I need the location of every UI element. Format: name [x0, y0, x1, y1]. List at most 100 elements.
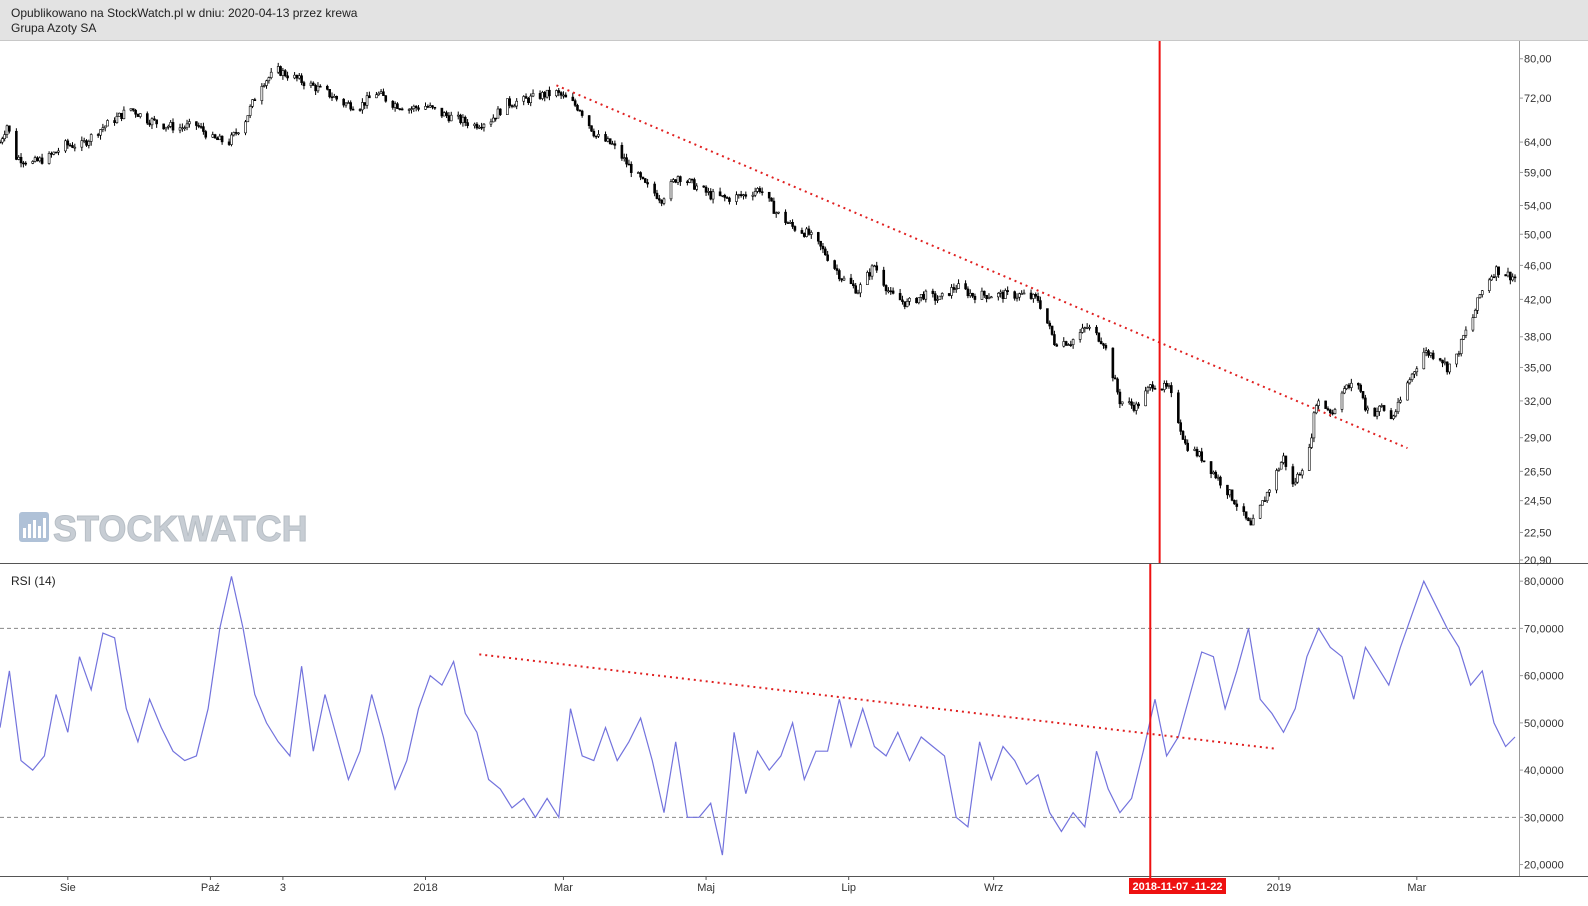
- candle-body: [898, 293, 902, 301]
- candle-body: [1130, 401, 1133, 406]
- date-markers: [1149, 41, 1161, 878]
- candle-body: [952, 287, 956, 290]
- x-tick-label: 2019: [1267, 882, 1291, 894]
- candle-body: [1427, 350, 1430, 356]
- candle-body: [1263, 500, 1267, 502]
- candle-body: [1148, 384, 1152, 388]
- candle-body: [412, 105, 416, 109]
- candle-body: [480, 126, 483, 129]
- price-axis: 20,90 22,50 24,50 26,50 29,00 32,00 35,00 38,00…: [1519, 54, 1552, 567]
- candle-body: [1331, 412, 1334, 415]
- candle-body: [1476, 297, 1479, 311]
- candle-body: [38, 157, 42, 162]
- candle-body: [1441, 359, 1444, 364]
- candle-body: [562, 94, 565, 97]
- candle-body: [1001, 291, 1005, 299]
- candle-body: [447, 115, 451, 122]
- candle-body: [1202, 460, 1206, 463]
- candle-body: [964, 283, 967, 290]
- candle-body: [833, 260, 836, 269]
- candle-body: [262, 85, 266, 87]
- candle-body: [202, 126, 205, 132]
- candle-body: [269, 71, 273, 78]
- candle-body: [1120, 401, 1124, 405]
- candle-body: [122, 109, 126, 119]
- candle-body: [358, 109, 362, 111]
- candle-body: [625, 157, 628, 165]
- candle-body: [744, 194, 748, 197]
- candle-body: [1083, 327, 1087, 330]
- candle-body: [1445, 361, 1449, 373]
- candle-body: [155, 119, 158, 125]
- price-tick-label: 64,00: [1524, 137, 1552, 149]
- candle-body: [1408, 379, 1412, 384]
- x-tick-label: Wrz: [984, 882, 1003, 894]
- candle-body: [99, 129, 102, 136]
- candle-body: [940, 293, 944, 297]
- candle-body: [840, 278, 843, 281]
- candle-body: [737, 194, 741, 196]
- candle-body: [590, 125, 593, 132]
- candle-body: [181, 127, 184, 130]
- candle-body: [433, 106, 437, 109]
- candle-body: [316, 85, 320, 92]
- candle-body: [849, 277, 853, 285]
- candle-body: [31, 161, 35, 164]
- candle-body: [1020, 293, 1023, 295]
- candle-body: [672, 179, 675, 182]
- candle-body: [1307, 447, 1311, 471]
- candle-body: [819, 240, 822, 247]
- candle-body: [1177, 392, 1180, 423]
- price-tick-label: 24,50: [1524, 496, 1552, 508]
- candle-body: [24, 162, 28, 165]
- candle-body: [1284, 455, 1288, 467]
- candle-body: [1195, 448, 1199, 457]
- candle-body: [134, 109, 137, 115]
- candle-body: [267, 77, 271, 82]
- candle-body: [924, 290, 928, 300]
- candle-body: [410, 108, 413, 110]
- candle-body: [1375, 411, 1379, 417]
- candle-body: [351, 108, 355, 111]
- candle-body: [1137, 403, 1140, 407]
- candle-body: [195, 121, 198, 126]
- candle-body: [555, 90, 558, 97]
- candle-body: [302, 82, 306, 86]
- candle-body: [908, 297, 911, 302]
- candle-body: [145, 113, 149, 124]
- candle-body: [15, 130, 18, 160]
- x-tick-label: Maj: [697, 882, 715, 894]
- rsi-tick-label: 30,0000: [1524, 812, 1564, 824]
- candle-body: [106, 120, 109, 127]
- candle-body: [54, 151, 58, 154]
- candle-body: [954, 288, 958, 290]
- candle-body: [1310, 437, 1313, 448]
- candle-body: [767, 191, 771, 199]
- candle-body: [538, 93, 542, 99]
- candle-body: [22, 162, 25, 165]
- candle-body: [1282, 455, 1285, 463]
- candle-body: [1394, 411, 1398, 417]
- candle-body: [0, 141, 2, 144]
- candle-body: [1111, 347, 1115, 379]
- candle-body: [136, 113, 140, 117]
- candle-body: [1099, 341, 1103, 345]
- candle-body: [508, 98, 511, 106]
- candle-body: [938, 295, 942, 300]
- candle-body: [499, 108, 502, 115]
- candle-body: [211, 134, 215, 138]
- candle-body: [1235, 503, 1239, 507]
- watermark-text: STOCKWATCH: [53, 508, 308, 549]
- candle-body: [597, 134, 600, 137]
- candle-body: [973, 295, 977, 300]
- candle-body: [889, 290, 893, 293]
- candle-body: [265, 80, 268, 86]
- price-tick-label: 29,00: [1524, 433, 1552, 445]
- candle-body: [756, 188, 759, 192]
- candle-body: [1279, 462, 1283, 470]
- candle-body: [772, 200, 776, 214]
- bar-chart-icon: [19, 512, 49, 542]
- candle-body: [957, 283, 960, 289]
- candle-body: [477, 126, 481, 129]
